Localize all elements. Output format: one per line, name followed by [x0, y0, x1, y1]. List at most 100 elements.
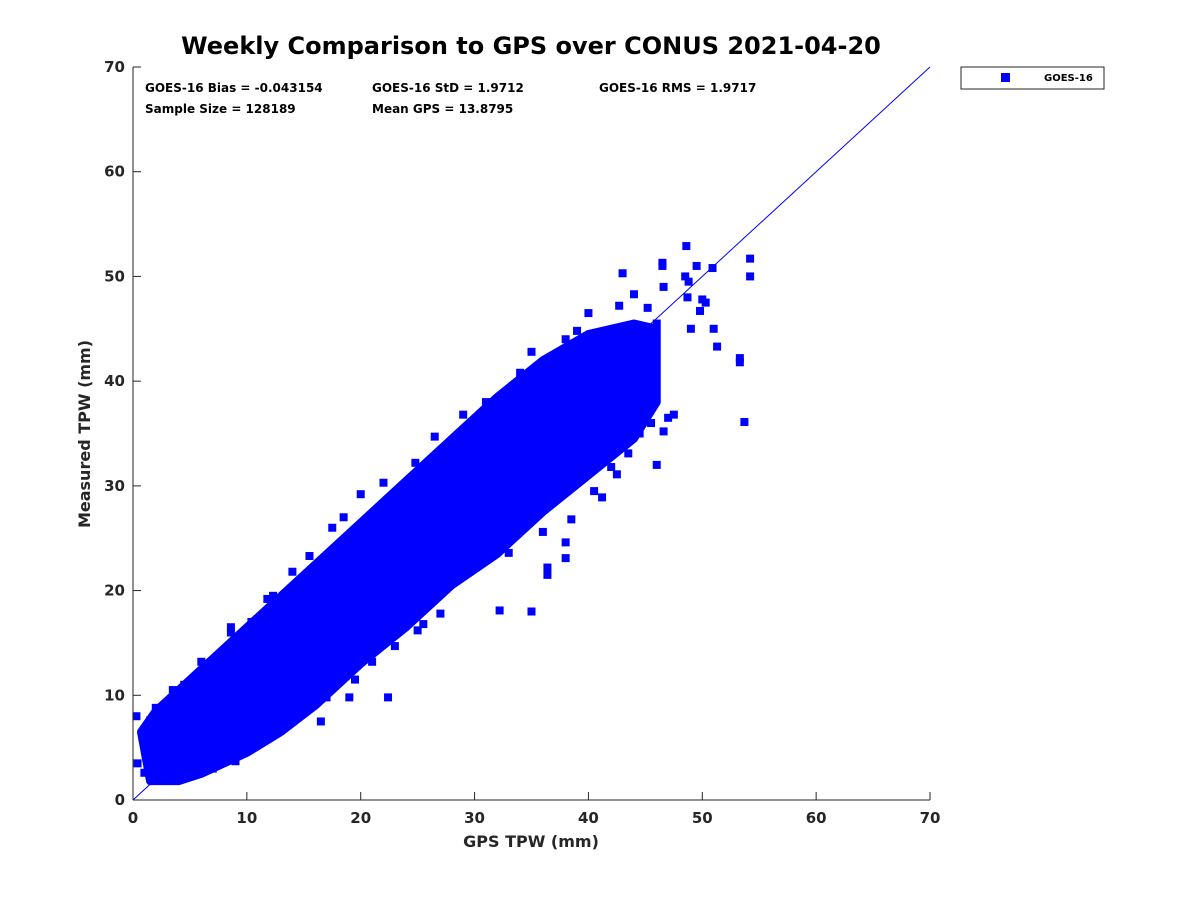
data-point	[351, 675, 360, 684]
reference-line	[132, 66, 931, 801]
y-axis-label: Measured TPW (mm)	[75, 340, 94, 528]
data-point	[504, 548, 513, 557]
legend-marker-goes16	[1001, 73, 1010, 82]
points-layer	[132, 242, 755, 786]
data-point	[368, 657, 377, 666]
x-tick-label: 50	[692, 809, 713, 827]
stat-rms: GOES-16 RMS = 1.9717	[599, 81, 756, 95]
data-point	[226, 628, 235, 637]
stat-bias: GOES-16 Bias = -0.043154	[145, 81, 323, 95]
y-tick-label: 10	[104, 686, 125, 704]
data-point	[322, 693, 331, 702]
data-point	[316, 717, 325, 726]
data-point	[683, 293, 692, 302]
data-point	[495, 606, 504, 615]
data-point	[629, 290, 638, 299]
data-point	[624, 449, 633, 458]
data-point	[652, 319, 661, 328]
data-point	[384, 693, 393, 702]
data-point	[538, 527, 547, 536]
data-point	[231, 757, 240, 766]
x-axis-label: GPS TPW (mm)	[463, 832, 599, 851]
data-point	[618, 269, 627, 278]
data-point	[288, 717, 297, 726]
stat-mean-gps: Mean GPS = 13.8795	[372, 102, 513, 116]
data-point	[140, 727, 149, 736]
data-point	[516, 368, 525, 377]
data-point	[328, 523, 337, 532]
data-point	[132, 712, 141, 721]
data-point	[265, 722, 274, 731]
data-point	[168, 686, 177, 695]
data-point	[713, 342, 722, 351]
data-point	[590, 487, 599, 496]
data-point	[658, 258, 667, 267]
data-point	[567, 515, 576, 524]
x-tick-label: 60	[806, 809, 827, 827]
data-point	[607, 463, 616, 472]
data-point	[248, 735, 257, 744]
data-point	[133, 759, 142, 768]
y-tick-label: 50	[104, 267, 125, 285]
data-point	[411, 458, 420, 467]
y-tick-label: 0	[115, 791, 125, 809]
data-point	[163, 772, 172, 781]
data-point	[151, 743, 160, 752]
data-point	[247, 617, 256, 626]
data-point	[419, 620, 428, 629]
y-tick-label: 60	[104, 163, 125, 181]
data-point	[696, 306, 705, 315]
data-point	[208, 764, 217, 773]
data-point	[686, 324, 695, 333]
data-point	[339, 513, 348, 522]
data-point	[288, 567, 297, 576]
data-point	[413, 626, 422, 635]
data-point	[701, 298, 710, 307]
data-point	[390, 642, 399, 651]
data-point	[573, 326, 582, 335]
data-point	[598, 493, 607, 502]
data-point	[333, 602, 342, 611]
x-tick-label: 40	[578, 809, 599, 827]
data-point	[684, 277, 693, 286]
y-tick-label: 20	[104, 582, 125, 600]
data-point	[652, 460, 661, 469]
data-point	[140, 768, 149, 777]
data-point	[356, 490, 365, 499]
data-point	[659, 282, 668, 291]
data-point	[263, 594, 272, 603]
data-point	[618, 424, 627, 433]
x-tick-label: 20	[350, 809, 371, 827]
data-point	[197, 727, 206, 736]
data-point	[197, 657, 206, 666]
data-point	[146, 716, 155, 725]
data-point	[527, 347, 536, 356]
data-point	[682, 242, 691, 251]
data-point	[226, 623, 235, 632]
y-tick-label: 40	[104, 372, 125, 390]
data-point	[269, 591, 278, 600]
data-point	[561, 335, 570, 344]
data-point	[436, 609, 445, 618]
data-point	[561, 554, 570, 563]
data-point	[615, 301, 624, 310]
data-point	[481, 398, 490, 407]
legend-box	[960, 66, 1105, 90]
x-tick-label: 10	[236, 809, 257, 827]
data-point	[379, 478, 388, 487]
y-ticks: 0 10 20 30 40 50 60 70	[104, 58, 141, 809]
data-point	[664, 413, 673, 422]
data-point	[635, 429, 644, 438]
stat-std: GOES-16 StD = 1.9712	[372, 81, 524, 95]
data-point	[746, 254, 755, 263]
data-point	[163, 754, 172, 763]
data-point	[584, 309, 593, 318]
data-point	[270, 671, 279, 680]
data-point	[430, 432, 439, 441]
data-point	[735, 358, 744, 367]
data-point	[345, 693, 354, 702]
data-point	[543, 563, 552, 572]
data-point	[305, 552, 314, 561]
data-point	[669, 410, 678, 419]
